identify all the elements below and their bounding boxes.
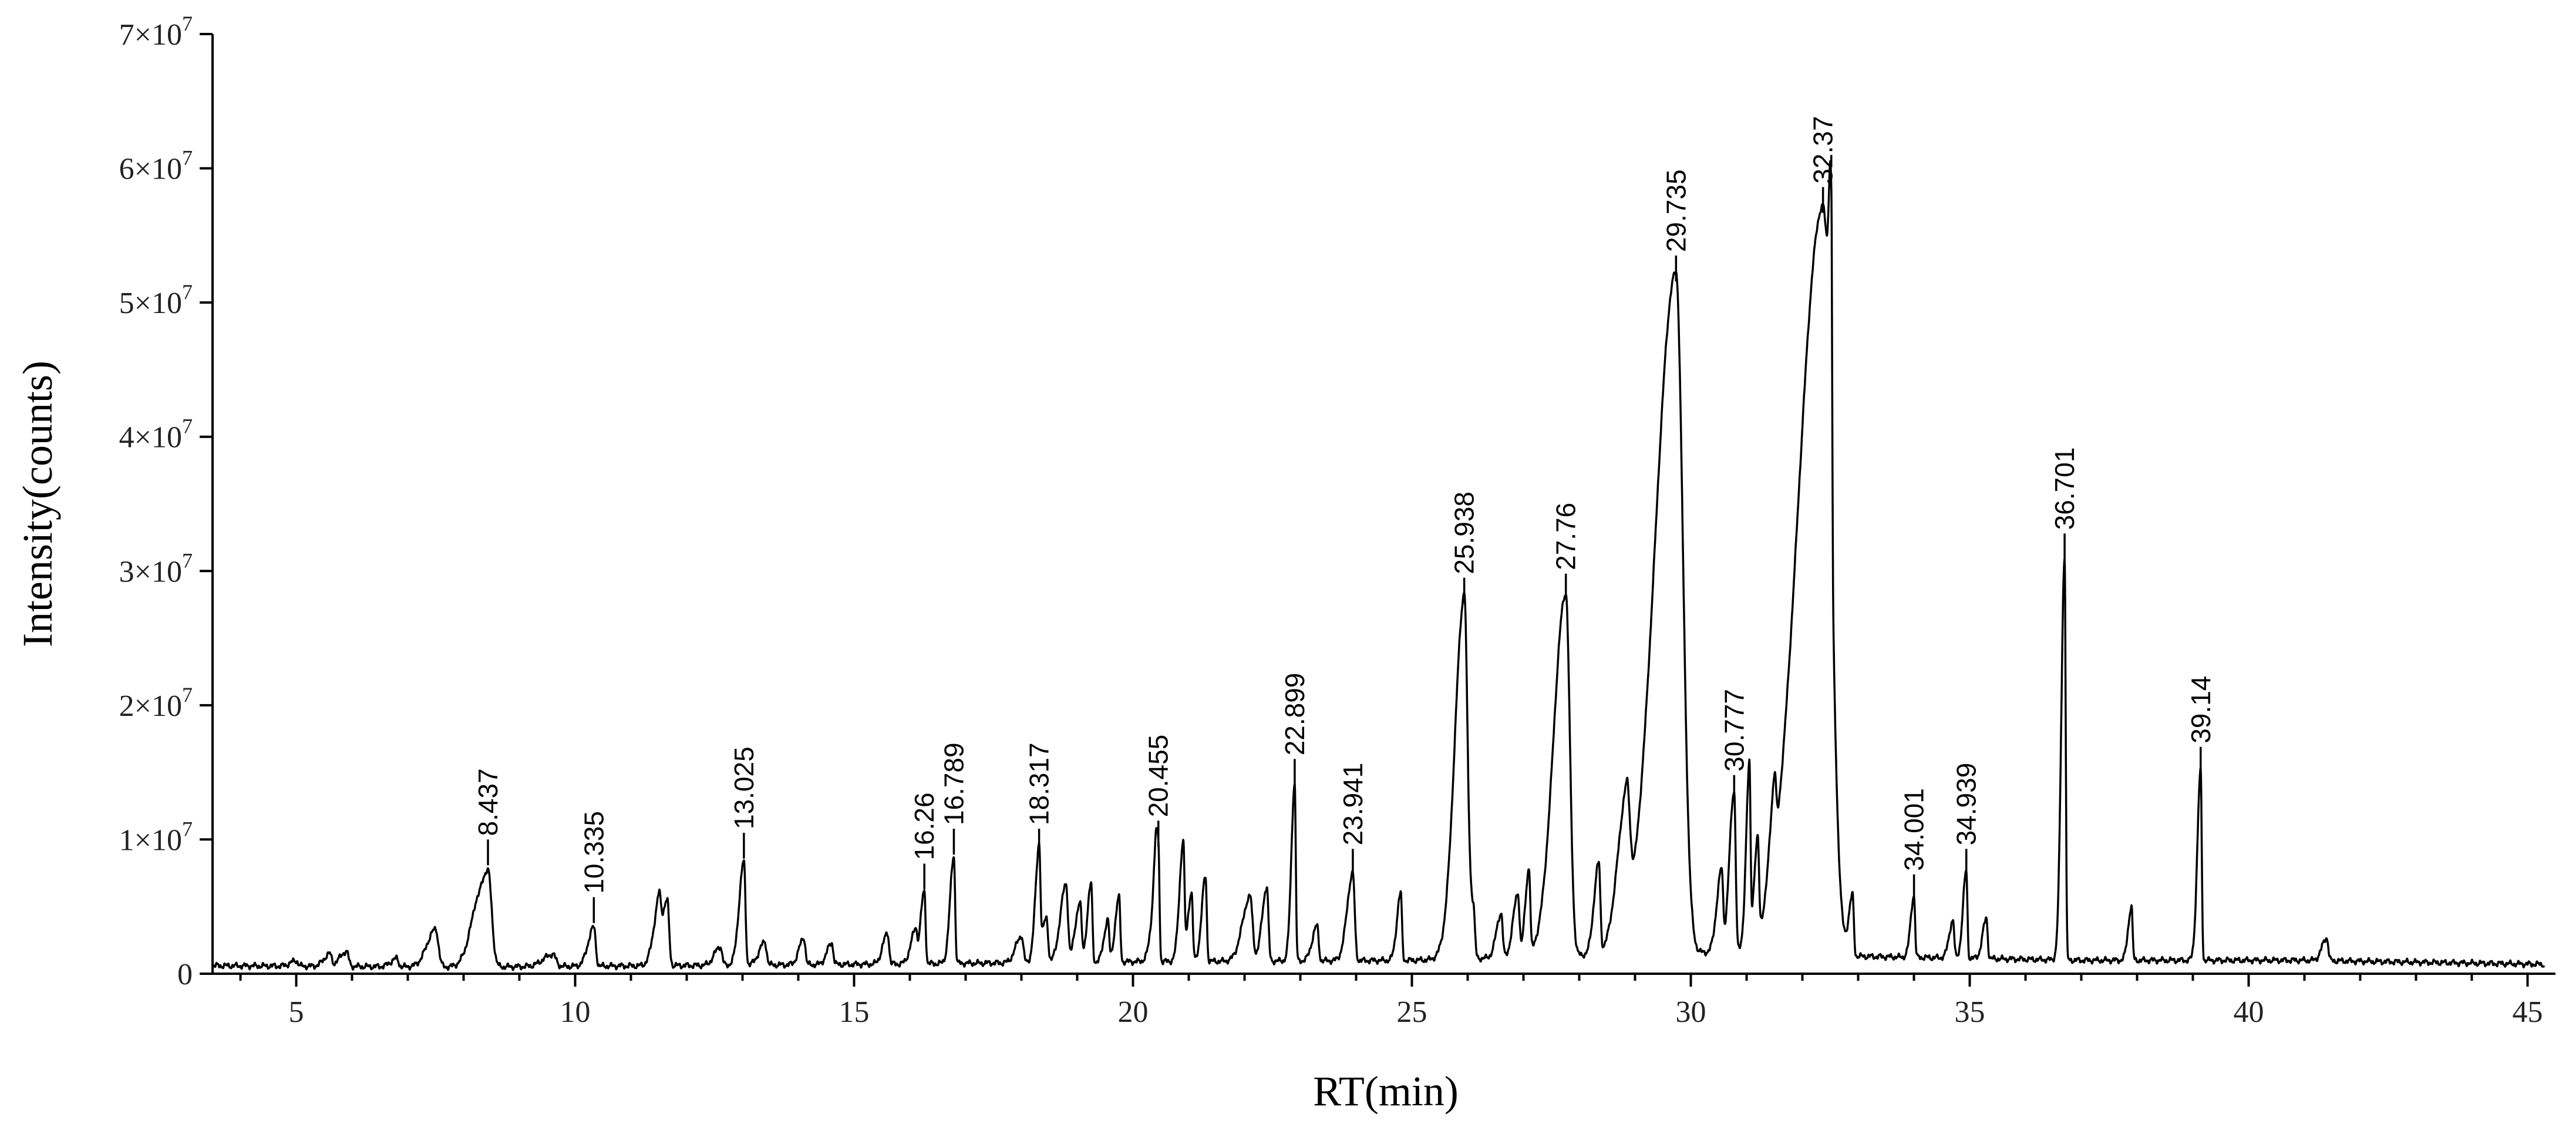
peak-label: 32.37 (1808, 116, 1838, 183)
peak-label: 13.025 (729, 746, 759, 829)
peak-label: 39.14 (2186, 676, 2216, 744)
axes (211, 34, 2555, 975)
x-tick-label: 20 (1118, 995, 1149, 1029)
y-tick-label: 6×107 (119, 146, 193, 186)
y-tick-label: 3×107 (119, 549, 193, 588)
x-tick-label: 35 (1955, 995, 1985, 1029)
x-tick-label: 5 (289, 995, 304, 1029)
x-tick-label: 10 (560, 995, 591, 1029)
peak-label: 34.001 (1899, 788, 1930, 871)
peak-label: 30.777 (1719, 689, 1749, 772)
peak-label: 23.941 (1338, 763, 1368, 846)
x-tick-label: 25 (1397, 995, 1427, 1029)
x-ticks: 5 10 15 20 25 30 35 40 45 (239, 974, 2543, 1029)
chromatogram-trace (211, 160, 2545, 971)
peak-label: 34.939 (1951, 763, 1982, 846)
peak-label: 10.335 (578, 811, 609, 894)
y-tick-label: 5×107 (119, 280, 193, 320)
x-tick-label: 45 (2513, 995, 2543, 1029)
peak-label: 8.437 (473, 768, 503, 836)
peak-label: 22.899 (1279, 673, 1310, 756)
y-tick-label: 2×107 (119, 683, 193, 723)
y-tick-label: 0 (177, 958, 193, 991)
peak-label: 25.938 (1449, 492, 1480, 574)
x-tick-label: 40 (2234, 995, 2264, 1029)
peak-label: 16.26 (909, 792, 940, 860)
x-tick-label: 15 (839, 995, 870, 1029)
y-axis-title: Intensity(counts) (14, 361, 61, 647)
peak-label: 29.735 (1661, 169, 1691, 252)
y-tick-label: 1×107 (119, 817, 193, 857)
peak-label: 16.789 (938, 742, 969, 825)
y-ticks: 0 1×107 2×107 3×107 4×107 5×107 6×107 7×107 (119, 12, 213, 991)
peak-label: 36.701 (2049, 448, 2080, 530)
x-tick-label: 30 (1676, 995, 1706, 1029)
peak-label: 18.317 (1024, 742, 1055, 825)
peak-label: 20.455 (1143, 735, 1174, 818)
y-tick-label: 4×107 (119, 415, 193, 455)
x-axis-title: RT(min) (1313, 1068, 1459, 1115)
y-tick-label: 7×107 (119, 12, 193, 52)
peak-label: 27.76 (1551, 503, 1581, 570)
